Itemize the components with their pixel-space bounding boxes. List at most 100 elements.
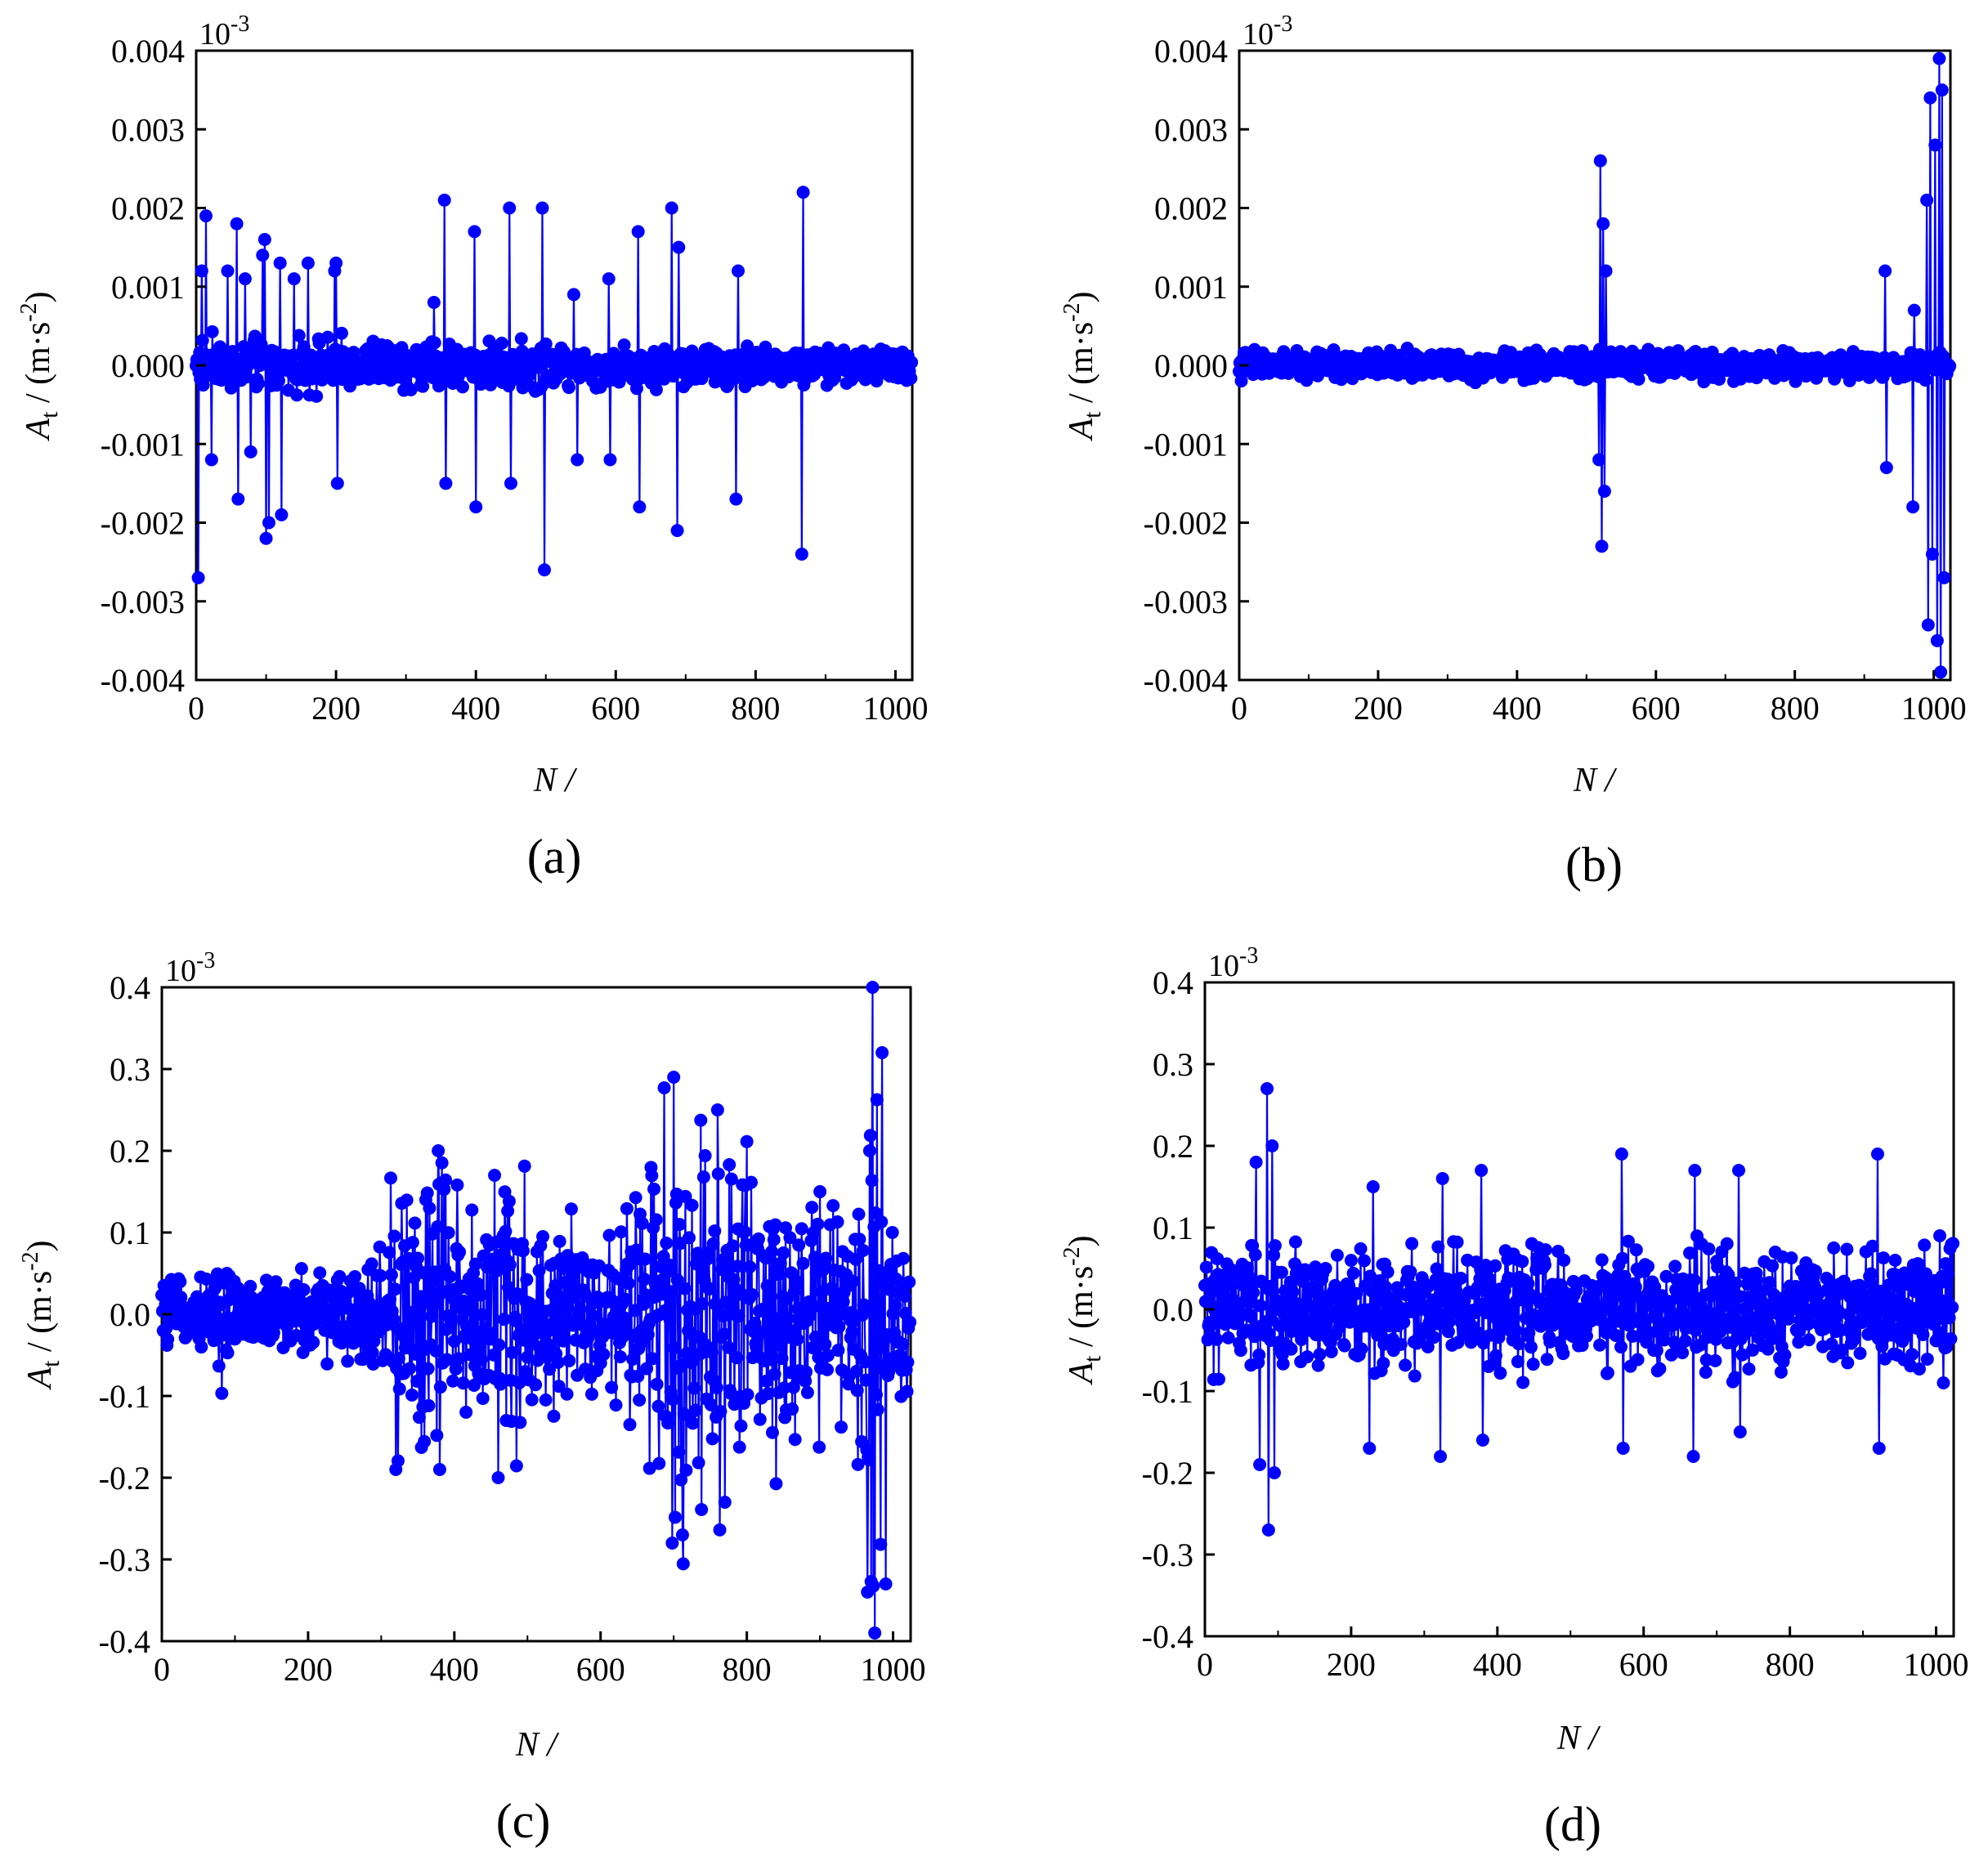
data-point: [1942, 1311, 1956, 1325]
data-point: [730, 1351, 744, 1365]
data-point: [745, 1288, 759, 1302]
data-point: [623, 1418, 637, 1432]
y-tick-label: -0.001: [101, 426, 185, 463]
data-point: [768, 1367, 781, 1381]
data-point: [1746, 1343, 1759, 1357]
panel-d: 0 200 400 600 800 1000 -0.4 -0.3 -0.2 -0.1 0.0 0.1 0…: [1059, 943, 1969, 1851]
data-point: [1354, 1342, 1368, 1356]
data-point: [1946, 1237, 1960, 1250]
data-point: [862, 1453, 876, 1467]
data-point: [504, 476, 517, 490]
data-point: [1629, 1243, 1643, 1257]
data-point: [1522, 1326, 1536, 1340]
data-point: [1593, 1338, 1607, 1352]
data-point: [631, 225, 645, 239]
data-point: [313, 1266, 327, 1280]
data-point: [1538, 1258, 1551, 1272]
panel-label: (d): [1544, 1797, 1601, 1851]
data-point: [741, 339, 754, 353]
data-point: [259, 531, 273, 545]
data-point: [1921, 618, 1935, 632]
data-point: [1324, 1344, 1338, 1358]
data-point: [806, 1340, 820, 1354]
data-point: [845, 1325, 859, 1339]
data-point: [695, 1503, 709, 1517]
data-point: [761, 1387, 775, 1401]
x-tick-label: 600: [1632, 690, 1681, 727]
data-point: [1430, 1262, 1444, 1276]
data-point: [1699, 1366, 1713, 1380]
data-point: [1212, 1372, 1225, 1386]
data-point: [1543, 1335, 1557, 1349]
data-point: [866, 981, 880, 994]
data-point: [629, 1191, 643, 1205]
data-point: [1944, 1332, 1958, 1346]
data-point: [215, 1386, 229, 1400]
data-point: [1750, 1273, 1764, 1287]
data-point: [1668, 1259, 1682, 1273]
data-point: [729, 492, 743, 506]
data-point: [524, 1337, 538, 1351]
data-point: [562, 1353, 576, 1367]
data-point: [503, 1258, 517, 1272]
data-point: [256, 248, 270, 262]
data-point: [711, 1167, 725, 1181]
data-point: [439, 1173, 453, 1187]
data-point: [1524, 1340, 1538, 1354]
data-point: [1906, 500, 1920, 514]
data-point: [649, 382, 663, 396]
data-point: [1919, 374, 1932, 387]
data-point: [848, 1252, 862, 1266]
data-point: [573, 1302, 587, 1316]
data-point: [649, 1213, 663, 1227]
series-a: [190, 186, 919, 584]
data-point: [1408, 1369, 1422, 1383]
data-point: [411, 1251, 425, 1265]
data-point: [660, 1237, 674, 1250]
data-point: [718, 1496, 732, 1509]
data-point: [1934, 665, 1948, 679]
y-tick-label: 0.4: [110, 969, 150, 1006]
data-point: [744, 1175, 758, 1189]
data-point: [1247, 1286, 1260, 1300]
data-point: [874, 1537, 888, 1551]
data-point: [1905, 1348, 1919, 1362]
data-point: [374, 1268, 387, 1282]
data-point: [1802, 1333, 1816, 1347]
data-point: [539, 337, 553, 351]
data-point: [244, 445, 257, 459]
data-point: [641, 1327, 655, 1341]
y-tick-label: 0.0: [110, 1296, 150, 1333]
data-point: [547, 1409, 561, 1423]
data-point: [275, 508, 289, 521]
data-point: [796, 1256, 810, 1270]
data-point: [905, 356, 919, 369]
data-point: [748, 1317, 762, 1331]
data-point: [1265, 1313, 1278, 1326]
data-point: [868, 1626, 882, 1640]
y-tick-label: 0.001: [1154, 269, 1228, 306]
data-point: [1774, 1365, 1788, 1379]
data-point: [400, 1193, 414, 1207]
data-point: [392, 1351, 405, 1365]
data-point: [1301, 1350, 1314, 1364]
y-tick-label: -0.004: [1144, 662, 1228, 699]
data-point: [1766, 1259, 1780, 1273]
data-point: [257, 233, 271, 246]
data-point: [635, 1216, 649, 1230]
data-point: [786, 1380, 800, 1394]
data-point: [503, 201, 517, 215]
data-point: [484, 1328, 498, 1342]
data-point: [670, 524, 684, 538]
data-point: [1330, 1248, 1344, 1262]
data-point: [609, 1398, 623, 1412]
data-point: [786, 1402, 799, 1416]
data-point: [487, 1348, 501, 1362]
data-point: [1870, 1148, 1884, 1161]
data-point: [1274, 1265, 1288, 1279]
data-point: [430, 1429, 444, 1443]
y-tick-label: 0.4: [1153, 964, 1193, 1001]
data-point: [767, 1232, 781, 1246]
data-point: [1678, 1334, 1692, 1348]
data-point: [668, 1510, 682, 1524]
